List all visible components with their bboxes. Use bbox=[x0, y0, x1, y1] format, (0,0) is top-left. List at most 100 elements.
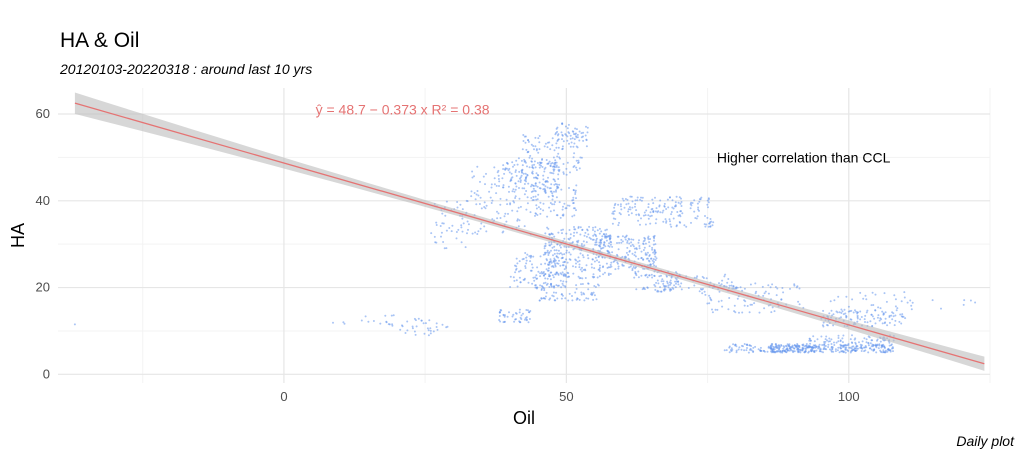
data-point bbox=[574, 193, 577, 195]
data-point bbox=[730, 284, 733, 287]
data-point bbox=[527, 140, 530, 143]
data-point bbox=[638, 245, 641, 247]
data-point bbox=[537, 193, 540, 196]
data-point bbox=[647, 203, 650, 206]
data-point bbox=[882, 343, 885, 346]
data-point bbox=[693, 210, 696, 213]
data-point bbox=[651, 248, 654, 251]
data-point bbox=[551, 161, 554, 164]
data-point bbox=[634, 255, 637, 258]
data-point bbox=[599, 239, 602, 242]
data-point bbox=[525, 262, 528, 265]
data-point bbox=[677, 214, 680, 217]
data-point bbox=[555, 190, 557, 193]
data-point bbox=[747, 351, 750, 354]
data-point bbox=[575, 197, 577, 200]
data-point bbox=[666, 198, 669, 201]
data-point bbox=[559, 264, 562, 267]
data-point bbox=[625, 203, 628, 206]
data-point bbox=[592, 226, 594, 229]
data-point bbox=[598, 227, 601, 230]
data-point bbox=[827, 343, 830, 346]
data-point bbox=[566, 204, 569, 207]
data-point bbox=[718, 290, 721, 293]
data-point bbox=[537, 151, 540, 154]
data-point bbox=[531, 263, 533, 266]
data-point bbox=[580, 293, 583, 296]
data-point bbox=[642, 258, 645, 261]
data-point bbox=[734, 343, 737, 346]
data-point bbox=[860, 345, 863, 348]
data-point bbox=[572, 202, 575, 205]
data-point bbox=[564, 285, 566, 288]
data-point bbox=[647, 214, 650, 217]
data-point bbox=[391, 324, 394, 327]
data-point bbox=[517, 206, 520, 209]
data-point bbox=[603, 243, 605, 246]
data-point bbox=[479, 196, 482, 199]
data-point bbox=[683, 224, 686, 227]
data-point bbox=[674, 204, 677, 207]
data-point bbox=[534, 214, 536, 217]
data-point bbox=[499, 197, 502, 200]
data-point bbox=[849, 346, 852, 349]
data-point bbox=[537, 270, 540, 273]
data-point bbox=[556, 252, 559, 255]
data-point bbox=[535, 149, 538, 152]
data-point bbox=[499, 309, 502, 311]
data-point bbox=[519, 181, 522, 183]
data-point bbox=[627, 210, 630, 213]
data-point bbox=[470, 190, 473, 193]
data-point bbox=[482, 175, 485, 178]
data-point bbox=[777, 346, 780, 349]
data-point bbox=[605, 228, 608, 231]
data-point bbox=[529, 310, 532, 312]
data-point bbox=[590, 293, 592, 296]
data-point bbox=[534, 166, 537, 169]
data-point bbox=[566, 139, 569, 142]
data-point bbox=[519, 176, 522, 179]
data-point bbox=[360, 319, 363, 322]
data-point bbox=[649, 211, 652, 214]
data-point bbox=[609, 273, 612, 275]
data-point bbox=[670, 211, 673, 213]
data-point bbox=[495, 184, 498, 187]
data-point bbox=[549, 297, 552, 300]
data-point bbox=[631, 269, 634, 272]
data-point bbox=[754, 292, 757, 295]
data-point bbox=[535, 286, 538, 289]
data-point bbox=[560, 297, 563, 300]
data-point bbox=[568, 292, 571, 295]
data-point bbox=[575, 298, 578, 301]
data-point bbox=[552, 266, 555, 269]
data-point bbox=[600, 230, 603, 233]
data-point bbox=[517, 157, 520, 160]
data-point bbox=[863, 318, 866, 321]
data-point bbox=[546, 180, 549, 183]
data-point bbox=[568, 229, 571, 231]
data-point bbox=[643, 246, 646, 249]
data-point bbox=[598, 232, 601, 235]
data-point bbox=[834, 348, 837, 351]
data-point bbox=[855, 349, 858, 352]
data-point bbox=[512, 165, 514, 168]
data-point bbox=[573, 152, 576, 155]
data-point bbox=[677, 201, 680, 204]
data-point bbox=[696, 215, 699, 218]
data-point bbox=[680, 205, 683, 207]
data-point bbox=[506, 203, 509, 206]
data-point bbox=[537, 206, 540, 209]
data-point bbox=[645, 209, 648, 212]
data-point bbox=[511, 190, 514, 193]
data-point bbox=[704, 225, 707, 228]
data-point bbox=[881, 310, 884, 313]
data-point bbox=[718, 282, 720, 285]
data-point bbox=[623, 236, 626, 239]
data-point bbox=[585, 297, 588, 300]
data-point bbox=[549, 171, 552, 174]
axis-ticks: 0 50 100 0 20 40 60 bbox=[36, 106, 860, 404]
data-point bbox=[547, 252, 550, 255]
data-point bbox=[871, 315, 874, 318]
data-point bbox=[663, 205, 666, 207]
data-point bbox=[401, 324, 403, 327]
